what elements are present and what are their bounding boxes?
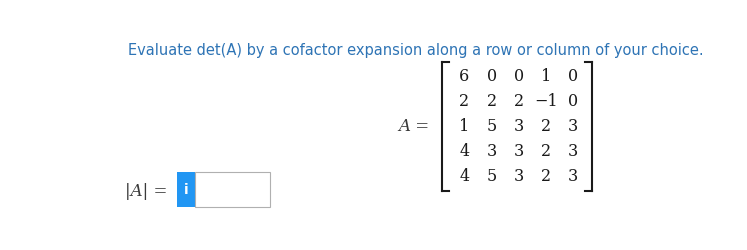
Text: i: i — [184, 183, 188, 197]
Text: 2: 2 — [486, 93, 497, 110]
Text: 0: 0 — [568, 93, 578, 110]
FancyBboxPatch shape — [195, 172, 270, 207]
FancyBboxPatch shape — [177, 172, 195, 207]
Text: 1: 1 — [459, 118, 470, 135]
Text: 0: 0 — [568, 68, 578, 85]
Text: 2: 2 — [541, 118, 551, 135]
Text: 3: 3 — [514, 168, 524, 185]
Text: 1: 1 — [541, 68, 551, 85]
Text: 2: 2 — [541, 168, 551, 185]
Text: 3: 3 — [514, 118, 524, 135]
Text: 0: 0 — [514, 68, 524, 85]
Text: Evaluate det(A) by a cofactor expansion along a row or column of your choice.: Evaluate det(A) by a cofactor expansion … — [128, 44, 704, 59]
Text: 3: 3 — [568, 168, 578, 185]
Text: 3: 3 — [514, 143, 524, 160]
Text: 3: 3 — [568, 143, 578, 160]
Text: 2: 2 — [459, 93, 470, 110]
Text: 3: 3 — [486, 143, 497, 160]
Text: 0: 0 — [486, 68, 497, 85]
Text: 4: 4 — [459, 143, 470, 160]
Text: 5: 5 — [486, 118, 497, 135]
Text: |A| =: |A| = — [125, 183, 167, 200]
Text: 3: 3 — [568, 118, 578, 135]
Text: 4: 4 — [459, 168, 470, 185]
Text: 2: 2 — [514, 93, 524, 110]
Text: 2: 2 — [541, 143, 551, 160]
Text: −1: −1 — [534, 93, 558, 110]
Text: 5: 5 — [486, 168, 497, 185]
Text: 6: 6 — [459, 68, 470, 85]
Text: A =: A = — [398, 118, 429, 135]
